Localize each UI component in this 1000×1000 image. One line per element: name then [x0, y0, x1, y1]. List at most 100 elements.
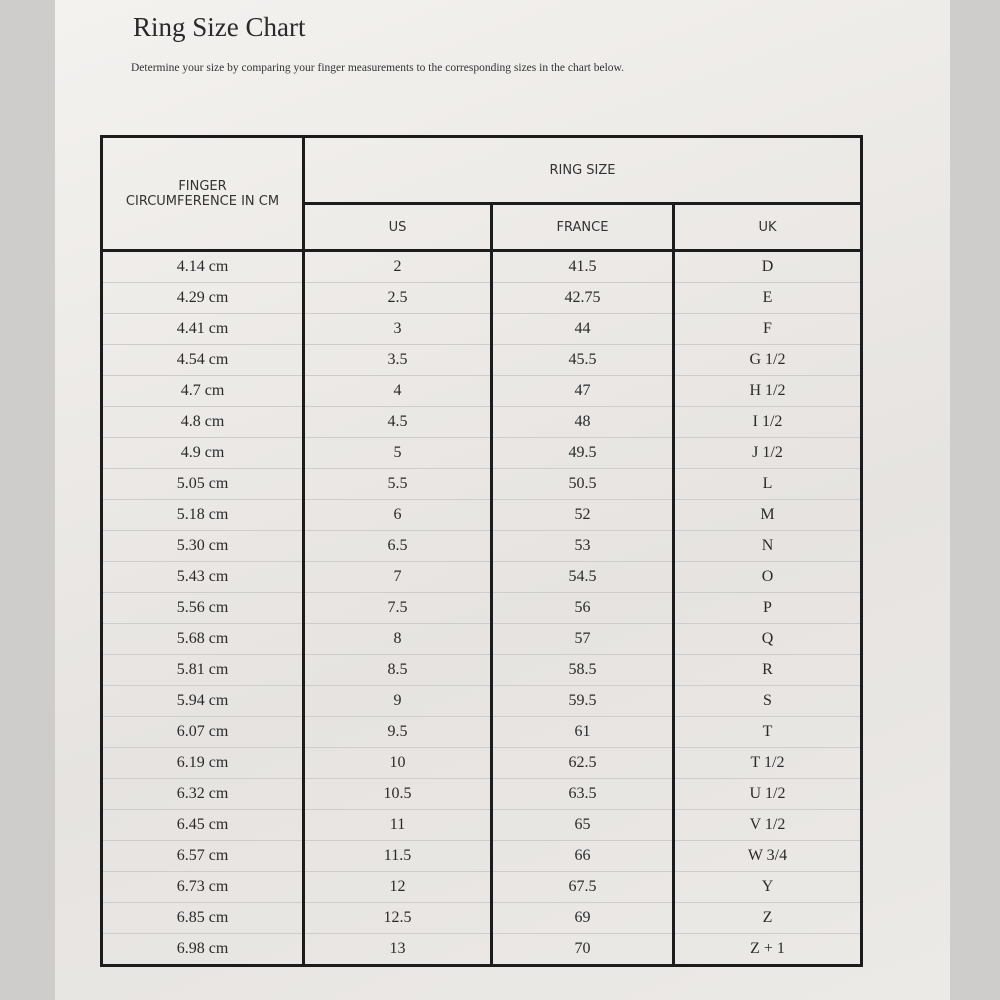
table-cell: 48: [490, 406, 675, 438]
table-cell: 11: [302, 809, 493, 841]
table-row: 4.54 cm 3.5 45.5 G 1/2: [100, 344, 863, 376]
table-cell: 54.5: [490, 561, 675, 593]
table-row: 6.98 cm 13 70 Z + 1: [100, 933, 863, 966]
table-cell: M: [672, 499, 863, 531]
table-cell: 52: [490, 499, 675, 531]
table-cell: 4.5: [302, 406, 493, 438]
table-cell: 4.54 cm: [100, 344, 305, 376]
table-cell: 6.85 cm: [100, 902, 305, 934]
table-cell: 6.07 cm: [100, 716, 305, 748]
table-cell: 4.8 cm: [100, 406, 305, 438]
table-cell: G 1/2: [672, 344, 863, 376]
table-cell: 53: [490, 530, 675, 562]
table-cell: W 3/4: [672, 840, 863, 872]
size-table: FINGER CIRCUMFERENCE IN CM RING SIZE US F…: [100, 135, 863, 967]
table-cell: 5: [302, 437, 493, 469]
table-row: 5.81 cm 8.5 58.5 R: [100, 654, 863, 686]
table-cell: 4.9 cm: [100, 437, 305, 469]
table-cell: U 1/2: [672, 778, 863, 810]
subtitle: Determine your size by comparing your fi…: [131, 62, 624, 74]
table-cell: P: [672, 592, 863, 624]
table-cell: 4.14 cm: [100, 250, 305, 283]
table-cell: H 1/2: [672, 375, 863, 407]
table-cell: 69: [490, 902, 675, 934]
table-cell: 6.98 cm: [100, 933, 305, 966]
table-cell: 70: [490, 933, 675, 966]
table-cell: T 1/2: [672, 747, 863, 779]
table-row: 6.85 cm 12.5 69 Z: [100, 902, 863, 934]
table-row: 5.68 cm 8 57 Q: [100, 623, 863, 655]
table-row: 5.94 cm 9 59.5 S: [100, 685, 863, 717]
table-cell: N: [672, 530, 863, 562]
table-cell: V 1/2: [672, 809, 863, 841]
table-cell: 8: [302, 623, 493, 655]
table-row: 4.9 cm 5 49.5 J 1/2: [100, 437, 863, 469]
table-cell: 10.5: [302, 778, 493, 810]
column-header: US: [302, 202, 493, 252]
table-cell: 57: [490, 623, 675, 655]
table-cell: 10: [302, 747, 493, 779]
table-cell: 44: [490, 313, 675, 345]
table-cell: 4.41 cm: [100, 313, 305, 345]
table-row: 5.43 cm 7 54.5 O: [100, 561, 863, 593]
table-row: 5.30 cm 6.5 53 N: [100, 530, 863, 562]
table-cell: 2.5: [302, 282, 493, 314]
table-cell: 4: [302, 375, 493, 407]
table-cell: 5.68 cm: [100, 623, 305, 655]
table-cell: 12.5: [302, 902, 493, 934]
table-cell: T: [672, 716, 863, 748]
table-row: 6.19 cm 10 62.5 T 1/2: [100, 747, 863, 779]
table-cell: 41.5: [490, 250, 675, 283]
table-row: 5.18 cm 6 52 M: [100, 499, 863, 531]
column-header: UK: [672, 202, 863, 252]
table-cell: J 1/2: [672, 437, 863, 469]
table-row: 6.73 cm 12 67.5 Y: [100, 871, 863, 903]
table-row: 4.29 cm 2.5 42.75 E: [100, 282, 863, 314]
table-cell: 3: [302, 313, 493, 345]
table-cell: 62.5: [490, 747, 675, 779]
table-cell: I 1/2: [672, 406, 863, 438]
table-cell: D: [672, 250, 863, 283]
table-cell: S: [672, 685, 863, 717]
table-row: 4.8 cm 4.5 48 I 1/2: [100, 406, 863, 438]
table-cell: 58.5: [490, 654, 675, 686]
table-cell: 59.5: [490, 685, 675, 717]
table-cell: 63.5: [490, 778, 675, 810]
table-cell: 66: [490, 840, 675, 872]
table-cell: Z: [672, 902, 863, 934]
table-cell: 7: [302, 561, 493, 593]
table-cell: Z + 1: [672, 933, 863, 966]
first-header: FINGER CIRCUMFERENCE IN CM: [100, 135, 305, 252]
table-cell: 6.19 cm: [100, 747, 305, 779]
table-cell: 5.05 cm: [100, 468, 305, 500]
table-cell: 5.81 cm: [100, 654, 305, 686]
table-row: 6.57 cm 11.5 66 W 3/4: [100, 840, 863, 872]
table-row: 6.32 cm 10.5 63.5 U 1/2: [100, 778, 863, 810]
table-cell: 6.73 cm: [100, 871, 305, 903]
table-cell: 6.5: [302, 530, 493, 562]
table-cell: 3.5: [302, 344, 493, 376]
table-row: 5.56 cm 7.5 56 P: [100, 592, 863, 624]
table-cell: Y: [672, 871, 863, 903]
table-cell: 67.5: [490, 871, 675, 903]
table-cell: L: [672, 468, 863, 500]
table-cell: 2: [302, 250, 493, 283]
table-cell: 49.5: [490, 437, 675, 469]
table-cell: 5.43 cm: [100, 561, 305, 593]
table-row: 4.7 cm 4 47 H 1/2: [100, 375, 863, 407]
table-cell: 9: [302, 685, 493, 717]
table-row: 4.14 cm 2 41.5 D: [100, 250, 863, 283]
table-cell: F: [672, 313, 863, 345]
table-row: 4.41 cm 3 44 F: [100, 313, 863, 345]
table-cell: 13: [302, 933, 493, 966]
title: Ring Size Chart: [133, 12, 306, 42]
table-cell: 12: [302, 871, 493, 903]
table-cell: 6.32 cm: [100, 778, 305, 810]
table-cell: 56: [490, 592, 675, 624]
table-cell: 50.5: [490, 468, 675, 500]
table-cell: 4.29 cm: [100, 282, 305, 314]
table-cell: 8.5: [302, 654, 493, 686]
table-cell: 6.57 cm: [100, 840, 305, 872]
table-cell: E: [672, 282, 863, 314]
